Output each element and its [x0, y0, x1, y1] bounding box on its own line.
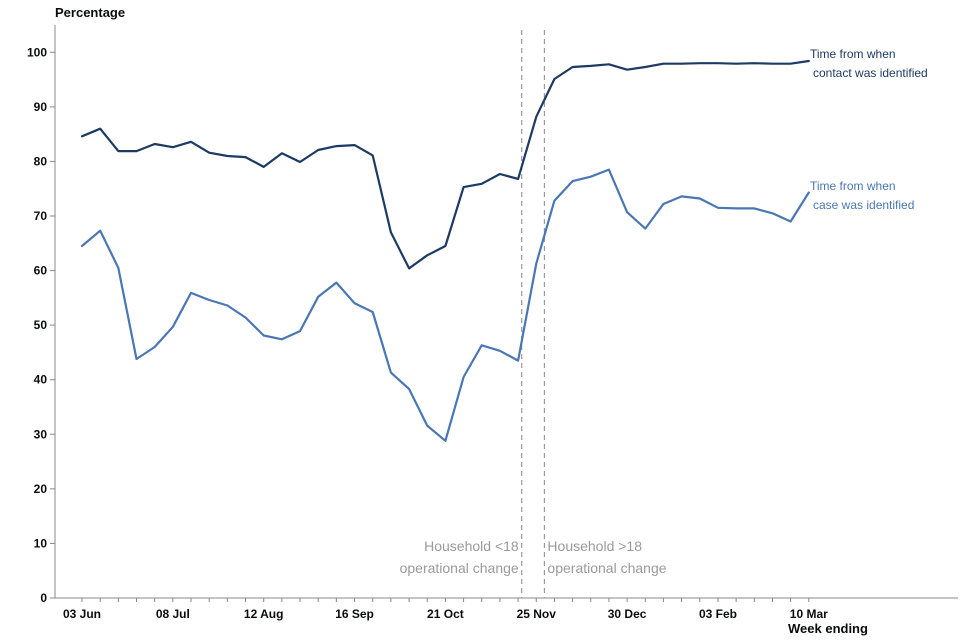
y-tick-label: 10: [34, 536, 48, 550]
y-tick-label: 20: [34, 482, 48, 496]
series-label-contact: contact was identified: [813, 66, 928, 80]
series-label-case: Time from when: [810, 179, 896, 193]
x-tick-label: 03 Jun: [63, 607, 101, 621]
y-tick-label: 30: [34, 427, 48, 441]
y-tick-label: 40: [34, 373, 48, 387]
x-axis-title: Week ending: [788, 621, 868, 636]
series-label-contact: Time from when: [810, 47, 896, 61]
y-tick-label: 70: [34, 209, 48, 223]
annotation-label: Household >18: [547, 538, 642, 554]
x-tick-label: 12 Aug: [244, 607, 284, 621]
x-tick-label: 03 Feb: [699, 607, 737, 621]
annotation-label: operational change: [547, 560, 666, 576]
y-tick-label: 100: [27, 45, 47, 59]
y-tick-label: 0: [40, 591, 47, 605]
y-tick-label: 90: [34, 100, 48, 114]
series-line-contact: [80, 59, 810, 270]
y-tick-label: 60: [34, 264, 48, 278]
y-axis-title: Percentage: [55, 5, 126, 20]
annotation-label: operational change: [400, 560, 519, 576]
y-tick-label: 50: [34, 318, 48, 332]
y-tick-label: 80: [34, 154, 48, 168]
x-tick-label: 10 Mar: [790, 607, 828, 621]
annotation-label: Household <18: [424, 538, 519, 554]
x-tick-label: 16 Sep: [335, 607, 374, 621]
series-line-case: [80, 168, 810, 442]
series-label-case: case was identified: [813, 198, 914, 212]
x-tick-label: 25 Nov: [517, 607, 557, 621]
x-tick-label: 30 Dec: [608, 607, 647, 621]
x-tick-label: 21 Oct: [427, 607, 464, 621]
x-tick-label: 08 Jul: [156, 607, 190, 621]
